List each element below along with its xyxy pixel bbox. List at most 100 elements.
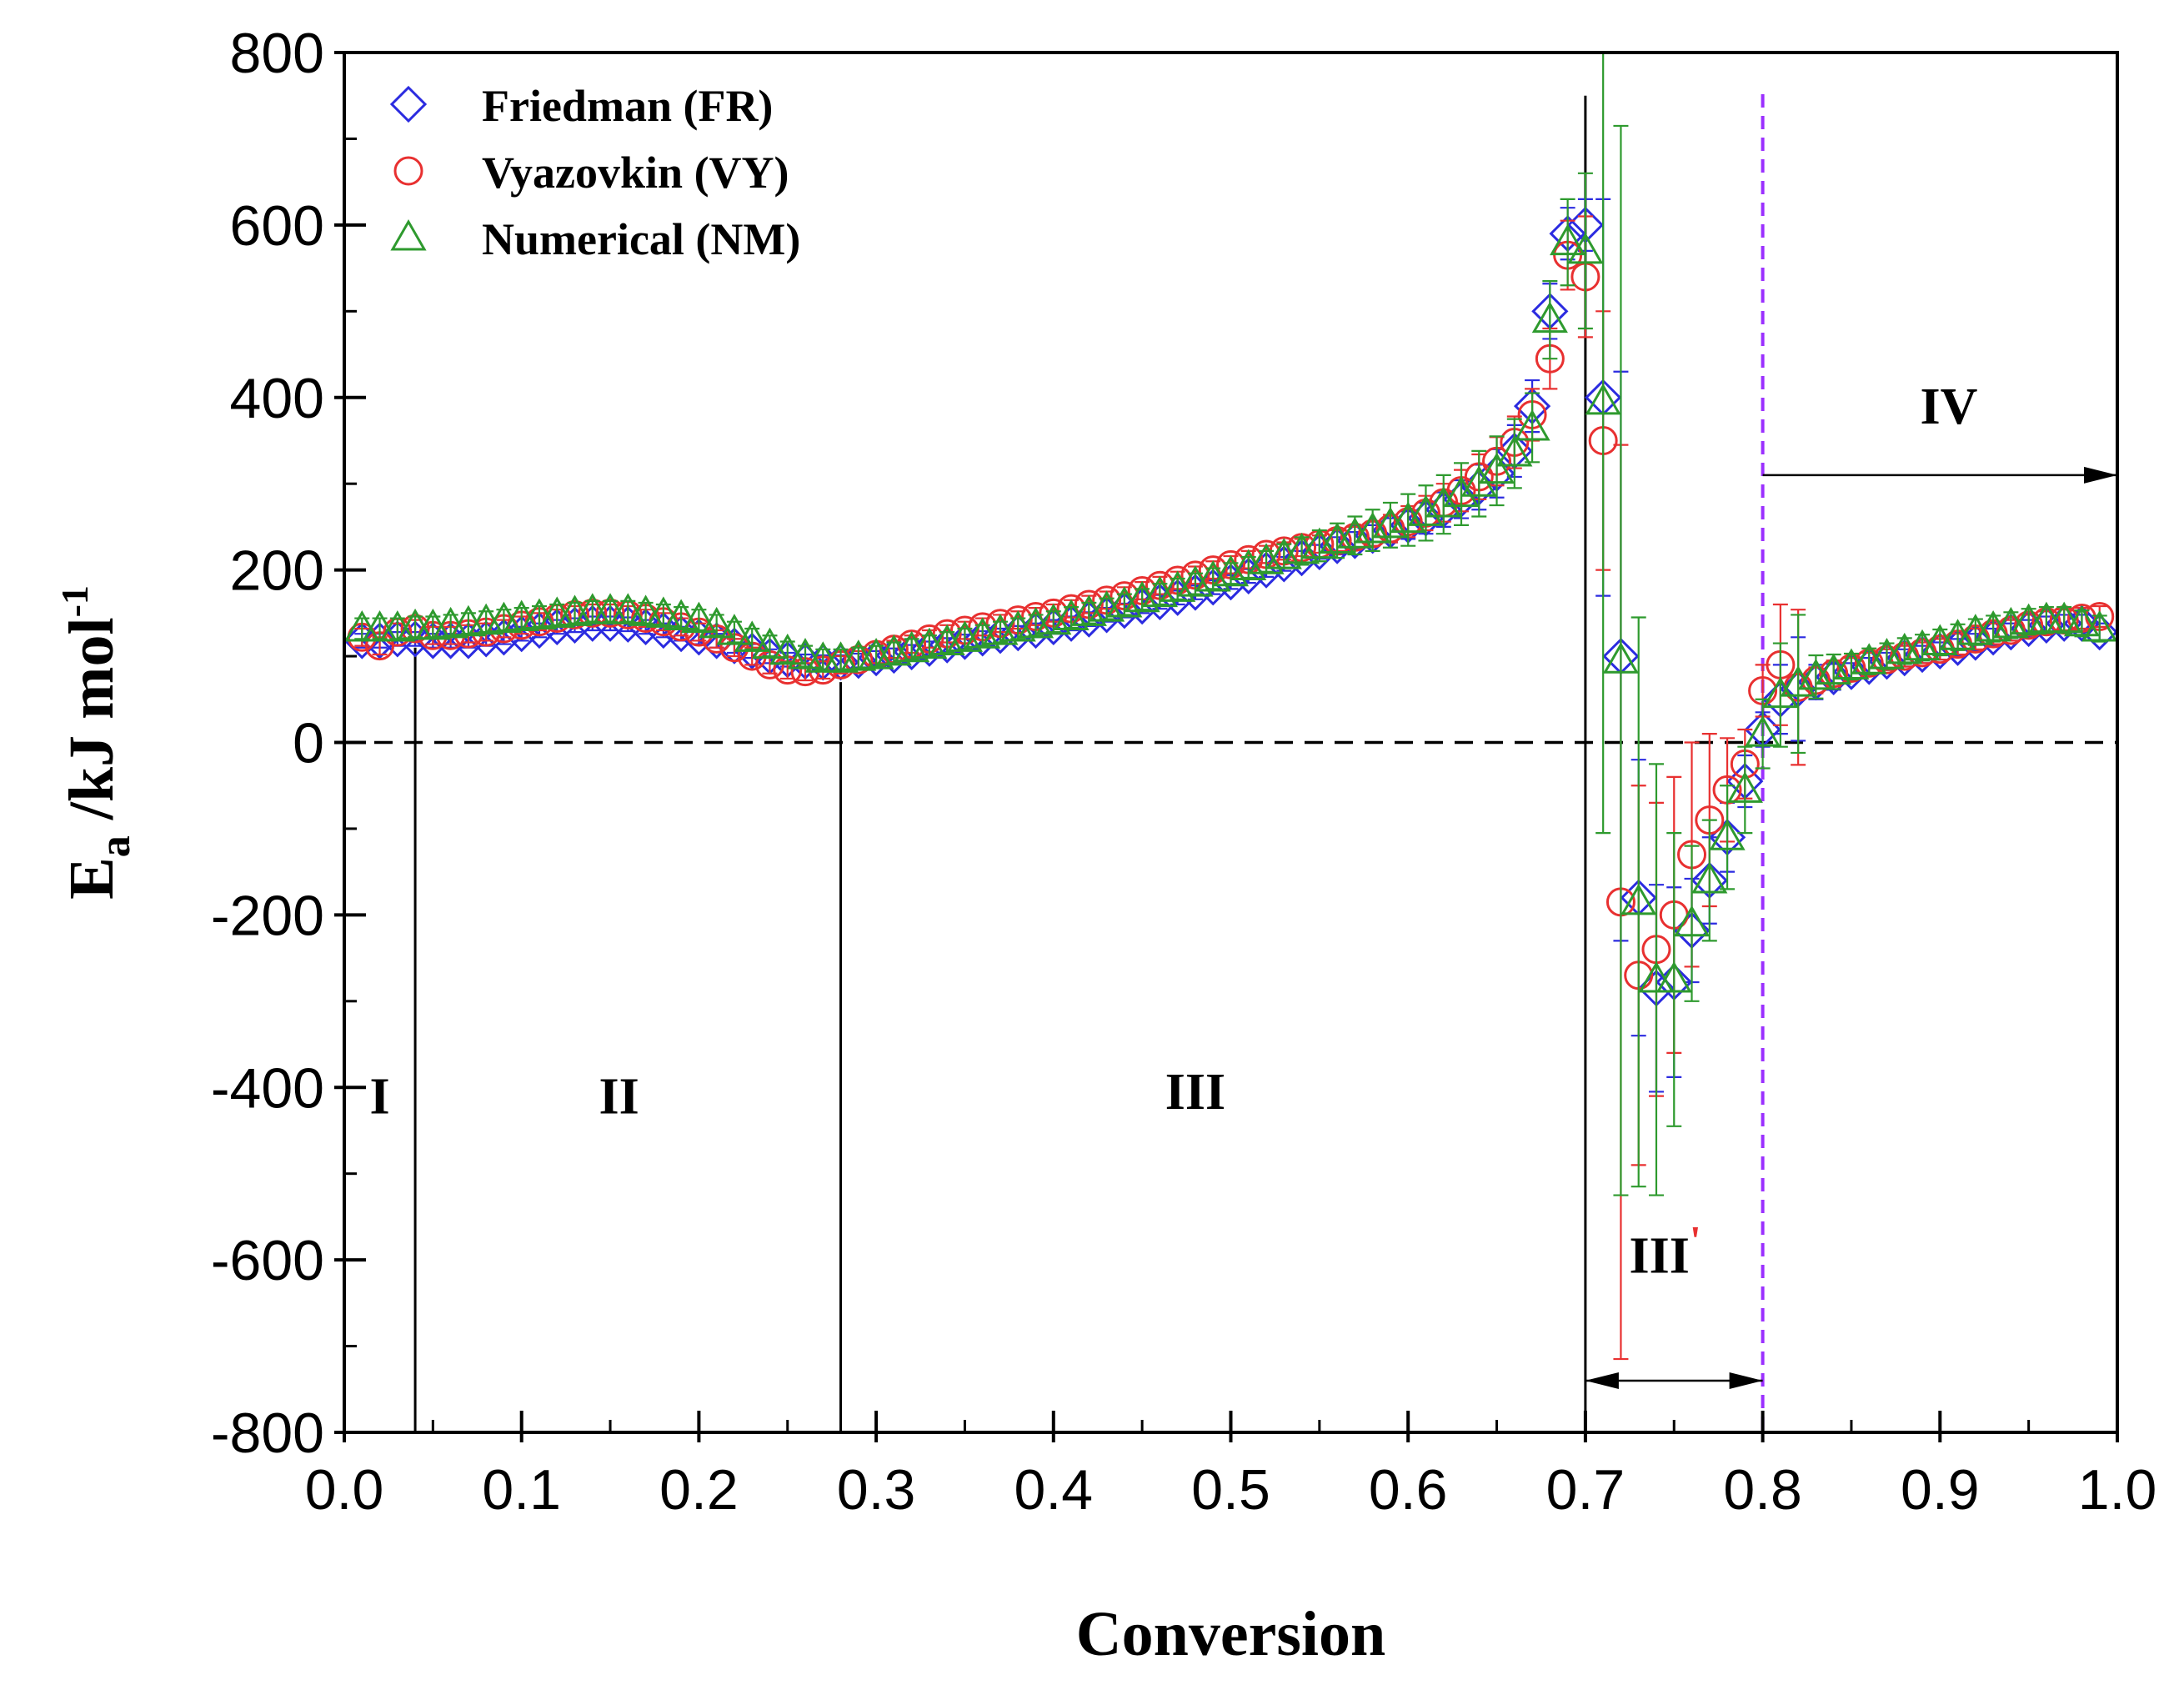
data-point-triangle: [787, 638, 824, 669]
y-axis-label-unit: /kJ mol: [57, 617, 127, 835]
data-point-triangle: [1407, 494, 1445, 526]
y-tick-label: 800: [230, 22, 324, 85]
data-point-triangle: [734, 620, 770, 652]
legend-label: Numerical (NM): [482, 214, 800, 264]
data-point-triangle: [627, 594, 664, 626]
region-label: III': [1629, 1217, 1701, 1285]
data-point-diamond: [2081, 613, 2118, 651]
data-point-triangle: [804, 641, 841, 673]
y-axis: 800 600 400 200 0 -200 -400 -600 -800: [211, 22, 366, 1465]
region-label-text: II: [599, 1068, 639, 1125]
data-point-triangle: [1780, 665, 1816, 697]
data-point-triangle: [1620, 883, 1657, 915]
data-point-diamond: [538, 608, 576, 646]
x-tick-label: 0.4: [1014, 1458, 1094, 1522]
data-point-circle: [578, 598, 608, 628]
data-point-triangle: [1230, 549, 1267, 581]
reference-lines: [344, 94, 2117, 1432]
y-axis-label-superscript: -1: [53, 585, 96, 617]
arrow-head: [1729, 1372, 1763, 1389]
data-point-triangle: [2028, 601, 2065, 634]
data-point-triangle: [1514, 409, 1550, 441]
data-point-circle: [595, 598, 625, 628]
x-axis: 0.0 0.1 0.2 0.3 0.4 0.5 0.6 0.7 0.8 0.9 1.0: [305, 1411, 2157, 1522]
x-tick-label: 0.0: [305, 1458, 384, 1522]
region-label-text: III: [1165, 1064, 1225, 1121]
data-point-triangle: [1726, 771, 1763, 803]
y-tick-label: 600: [230, 194, 324, 258]
series-triangle: [343, 51, 2118, 1196]
region-label: IV: [1920, 379, 1977, 435]
data-point-diamond: [574, 604, 611, 642]
x-tick-label: 0.8: [1723, 1458, 1802, 1522]
region-label-text: IV: [1920, 379, 1977, 435]
data-point-triangle: [1762, 676, 1799, 709]
legend-label: Vyazovkin (VY): [482, 148, 789, 198]
data-point-triangle: [574, 593, 611, 624]
data-point-triangle: [769, 633, 806, 665]
data-point-triangle: [716, 614, 753, 645]
region-label-text: I: [369, 1068, 389, 1125]
data-point-diamond: [556, 606, 594, 644]
data-point-triangle: [609, 593, 646, 624]
x-tick-label: 0.6: [1369, 1458, 1448, 1522]
x-tick-label: 0.3: [837, 1458, 916, 1522]
data-point-diamond: [389, 85, 428, 123]
x-tick-label: 0.9: [1901, 1458, 1980, 1522]
data-point-triangle: [1691, 861, 1728, 894]
data-point-diamond: [591, 604, 629, 642]
data-point-triangle: [1585, 383, 1621, 415]
data-point-triangle: [751, 627, 789, 659]
data-point-triangle: [1212, 554, 1250, 587]
data-point-triangle: [1745, 715, 1781, 747]
data-point-triangle: [1602, 642, 1640, 674]
region-label: III: [1165, 1064, 1225, 1121]
data-point-circle: [393, 156, 423, 186]
x-tick-label: 0.2: [659, 1458, 739, 1522]
legend: Friedman (FR) Vyazovkin (VY) Numerical (NM…: [389, 81, 800, 264]
series-layer: [343, 51, 2118, 1361]
y-tick-label: 200: [230, 539, 324, 603]
data-point-triangle: [680, 601, 717, 634]
data-point-triangle: [1390, 501, 1426, 534]
data-point-triangle: [1443, 475, 1480, 508]
data-point-triangle: [1673, 905, 1711, 937]
data-point-triangle: [2063, 604, 2101, 637]
data-point-triangle: [343, 609, 380, 642]
data-point-triangle: [699, 606, 735, 639]
y-axis-label: Ea /kJ mol-1: [53, 585, 139, 900]
x-tick-label: 0.7: [1546, 1458, 1625, 1522]
region-label-text: III: [1629, 1228, 1689, 1285]
data-point-triangle: [1709, 819, 1746, 850]
data-point-triangle: [1550, 223, 1586, 256]
data-point-triangle: [1567, 232, 1604, 264]
data-point-triangle: [1478, 452, 1515, 484]
data-point-triangle: [1425, 486, 1462, 518]
data-point-circle: [844, 644, 874, 674]
y-tick-label: -400: [211, 1056, 324, 1120]
data-point-triangle: [663, 599, 699, 631]
region-label: I: [369, 1068, 389, 1125]
x-axis-label: Conversion: [1076, 1599, 1386, 1669]
y-tick-label: 0: [293, 712, 324, 775]
data-point-diamond: [609, 605, 647, 643]
y-axis-label-main: E: [57, 857, 127, 900]
data-point-diamond: [361, 622, 398, 659]
data-point-circle: [400, 614, 430, 644]
data-point-triangle: [361, 609, 398, 642]
region-label: II: [599, 1068, 639, 1125]
arrow-head: [1585, 1372, 1619, 1389]
x-tick-label: 1.0: [2078, 1458, 2157, 1522]
y-tick-label: -200: [211, 884, 324, 947]
y-tick-label: -800: [211, 1402, 324, 1465]
data-point-triangle: [645, 596, 682, 628]
y-tick-label: -600: [211, 1229, 324, 1292]
y-axis-label-subscript: a: [92, 835, 139, 857]
data-point-triangle: [1496, 434, 1533, 467]
data-point-triangle: [2081, 609, 2118, 642]
arrow-head: [2084, 466, 2117, 484]
region-label-prime: ': [1690, 1217, 1701, 1264]
